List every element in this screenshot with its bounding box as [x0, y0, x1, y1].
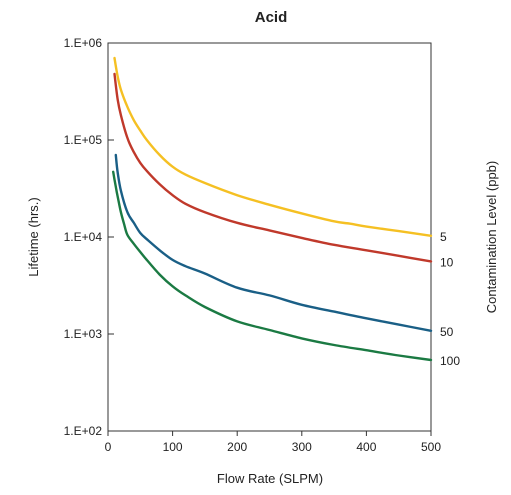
x-axis-label: Flow Rate (SLPM)	[217, 471, 323, 486]
series-line-10	[113, 72, 433, 263]
x-tick-label: 100	[163, 440, 183, 454]
series-lines	[112, 56, 433, 362]
y-tick-label: 1.E+02	[64, 424, 103, 438]
y-tick-label: 1.E+06	[64, 36, 103, 50]
series-labels: 5 10 50 100	[440, 230, 460, 368]
series-label-100: 100	[440, 354, 460, 368]
series-label-5: 5	[440, 230, 447, 244]
x-axis: 0 100 200 300 400 500	[105, 431, 441, 454]
y-axis: 1.E+02 1.E+03 1.E+04 1.E+05 1.E+06	[64, 36, 114, 438]
series-line-5	[113, 56, 433, 237]
series-line-50	[114, 153, 433, 332]
series-label-10: 10	[440, 255, 454, 269]
y-tick-label: 1.E+04	[64, 230, 103, 244]
plot-frame	[107, 42, 432, 432]
y2-axis-label: Contamination Level (ppb)	[484, 161, 499, 313]
x-tick-label: 400	[356, 440, 376, 454]
y-axis-label: Lifetime (hrs.)	[26, 197, 41, 276]
x-tick-label: 300	[292, 440, 312, 454]
chart-title: Acid	[255, 9, 288, 26]
series-label-50: 50	[440, 325, 454, 339]
x-tick-label: 200	[227, 440, 247, 454]
x-tick-label: 500	[421, 440, 441, 454]
y-tick-label: 1.E+03	[64, 327, 103, 341]
x-tick-label: 0	[105, 440, 112, 454]
series-line-100	[112, 170, 433, 362]
y-tick-label: 1.E+05	[64, 133, 103, 147]
